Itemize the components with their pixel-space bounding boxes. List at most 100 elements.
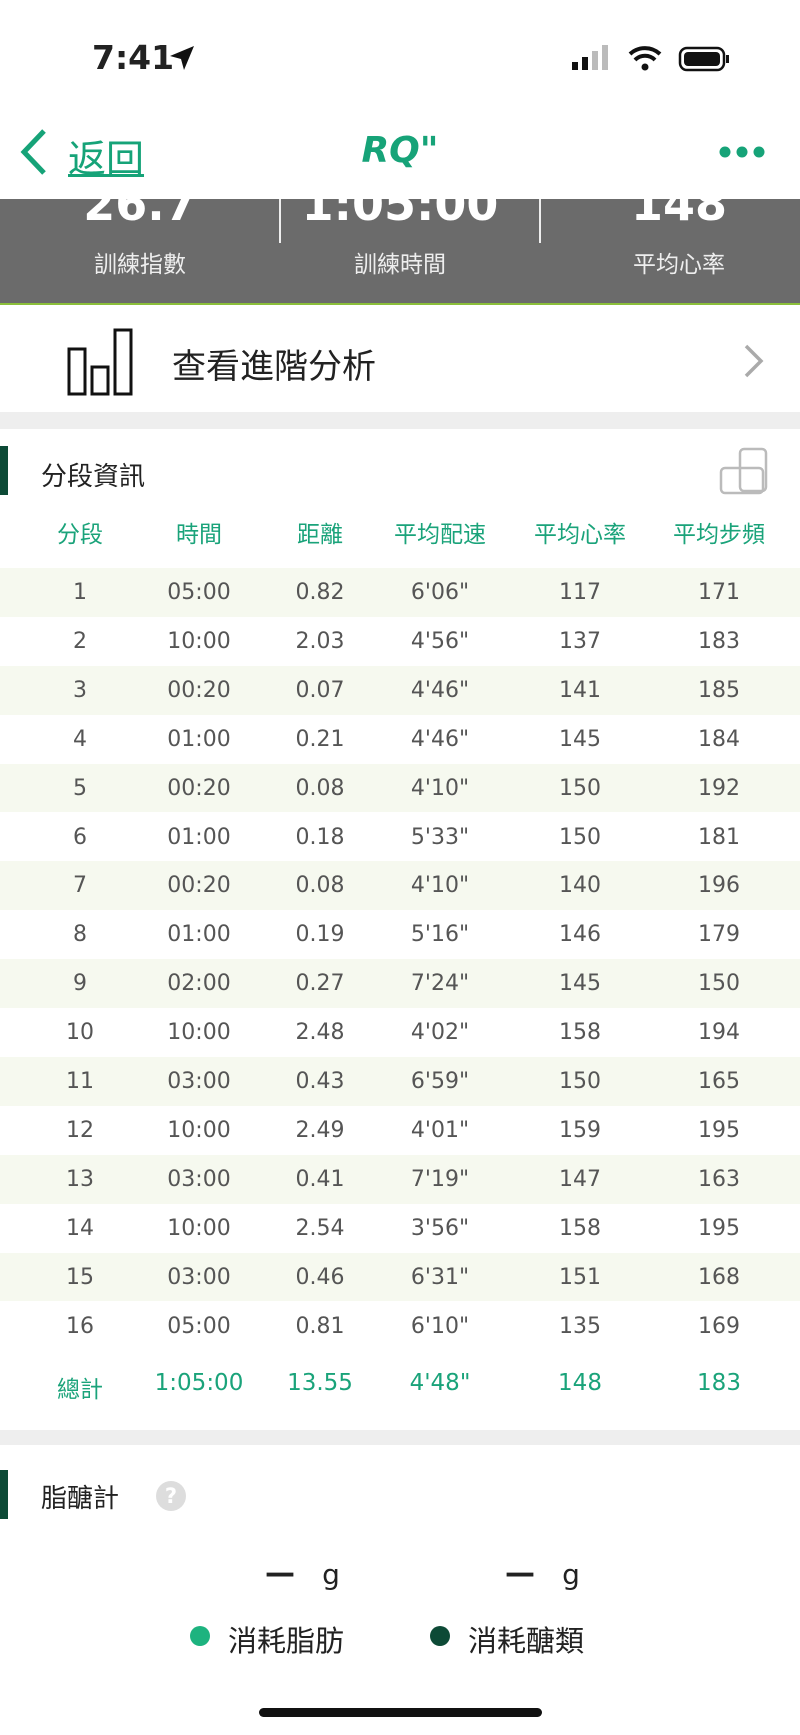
cell: 0.18: [295, 824, 345, 850]
status-icons: [572, 45, 729, 72]
cell: 183: [698, 628, 740, 654]
cell: 194: [698, 1020, 740, 1046]
split-row: 12 10:00 2.49 4'01" 159 195: [0, 1105, 800, 1155]
split-row: 8 01:00 0.19 5'16" 146 179: [0, 910, 800, 960]
cell: 117: [559, 580, 601, 605]
cell: 3'56": [410, 1215, 470, 1241]
cell: 169: [698, 1313, 740, 1339]
cell: 7'19": [410, 1166, 470, 1192]
cell: 0.21: [295, 726, 345, 752]
header-row: 分段 時間 距離 平均配速 平均心率 平均步頻: [0, 505, 800, 555]
cell: 165: [698, 1069, 740, 1094]
cell: 01:00: [167, 922, 231, 948]
cell: 163: [698, 1166, 740, 1192]
location-icon: [170, 46, 194, 70]
split-row: 11 03:00 0.43 6'59" 150 165: [0, 1057, 800, 1106]
cell: 141: [559, 677, 601, 703]
summary-value: 26.7: [83, 199, 197, 231]
advanced-row[interactable]: 查看進階分析: [0, 307, 800, 412]
back-link[interactable]: 返回: [68, 137, 145, 181]
section-bar: [0, 1470, 8, 1519]
amount-value: —: [505, 1556, 535, 1591]
cell: 10: [66, 1020, 94, 1046]
cell: 140: [559, 873, 601, 899]
amount-unit: g: [562, 1558, 580, 1591]
summary-label: 訓練指數: [94, 252, 186, 278]
summary-band: 26.7 訓練指數 1:05:00 訓練時間 148 平均心率: [0, 199, 800, 305]
cell: 0.08: [295, 873, 345, 899]
amount-unit: g: [322, 1558, 340, 1591]
cell: 192: [698, 775, 740, 801]
help-icon[interactable]: ?: [156, 1481, 186, 1511]
cell: 10:00: [167, 1117, 231, 1143]
back-chevron[interactable]: [18, 127, 50, 177]
cell: 6: [73, 824, 87, 850]
cell: 8: [73, 922, 87, 948]
cell: 10:00: [167, 1215, 231, 1241]
more-menu[interactable]: [718, 145, 766, 159]
cell: 00:20: [167, 873, 231, 899]
fat-carb: — g 消耗脂肪 — g 消耗醣類: [0, 1540, 800, 1670]
cell: 0.43: [295, 1069, 345, 1094]
cell: 145: [559, 726, 601, 752]
cell: 03:00: [167, 1166, 231, 1192]
total-cell: 1:05:00: [154, 1370, 244, 1397]
cell: 0.07: [295, 677, 345, 703]
cell: 147: [559, 1166, 601, 1192]
cell: 2.49: [295, 1117, 345, 1143]
column-header: 分段: [57, 522, 103, 548]
cell: 7'24": [410, 971, 470, 997]
cell: 6'31": [410, 1264, 470, 1290]
cell: 1: [73, 580, 87, 605]
cell: 137: [559, 628, 601, 654]
cell: 01:00: [167, 726, 231, 752]
split-row: 2 10:00 2.03 4'56" 137 183: [0, 616, 800, 666]
home-indicator: [259, 1708, 542, 1717]
cell: 150: [559, 775, 601, 801]
cell: 4'46": [410, 726, 470, 752]
cell: 00:20: [167, 677, 231, 703]
cell: 5'16": [410, 922, 470, 948]
section-title: 脂醣計: [41, 1484, 120, 1514]
gap: [0, 412, 800, 429]
split-row: 3 00:20 0.07 4'46" 141 185: [0, 665, 800, 715]
cell: 158: [559, 1215, 601, 1241]
advanced-label: 查看進階分析: [172, 347, 376, 387]
divider: [539, 199, 541, 243]
column-header: 平均心率: [534, 522, 626, 548]
cell: 5: [73, 775, 87, 801]
cell: 2.54: [295, 1215, 345, 1241]
split-row: 9 02:00 0.27 7'24" 145 150: [0, 959, 800, 1009]
split-row: 13 03:00 0.41 7'19" 147 163: [0, 1154, 800, 1204]
cell: 181: [698, 824, 740, 850]
cell: 196: [698, 873, 740, 899]
cell: 4'01": [410, 1117, 470, 1143]
cell: 03:00: [167, 1069, 231, 1094]
cell: 151: [559, 1264, 601, 1290]
bar-icon: [67, 328, 133, 396]
cell: 15: [66, 1264, 94, 1290]
cell: 16: [66, 1313, 94, 1339]
cell: 2.03: [295, 628, 345, 654]
cell: 14: [66, 1215, 94, 1241]
cell: 146: [559, 922, 601, 948]
rotate-icon[interactable]: [718, 446, 770, 496]
cell: 9: [73, 971, 87, 997]
cell: 02:00: [167, 971, 231, 997]
cell: 168: [698, 1264, 740, 1290]
cell: 4: [73, 726, 87, 752]
cell: 3: [73, 677, 87, 703]
total-row: 總計 1:05:00 13.55 4'48" 148 183: [0, 1360, 800, 1410]
split-row: 4 01:00 0.21 4'46" 145 184: [0, 714, 800, 764]
total-cell: 148: [558, 1370, 602, 1397]
legend-dot: [190, 1626, 210, 1646]
cell: 03:00: [167, 1264, 231, 1290]
cell: 0.81: [295, 1313, 345, 1339]
chevron: [744, 344, 764, 378]
cell: 2: [73, 628, 87, 654]
cell: 01:00: [167, 824, 231, 850]
cell: 2.48: [295, 1020, 345, 1046]
legend-label: 消耗醣類: [468, 1624, 585, 1658]
cell: 0.19: [295, 922, 345, 948]
